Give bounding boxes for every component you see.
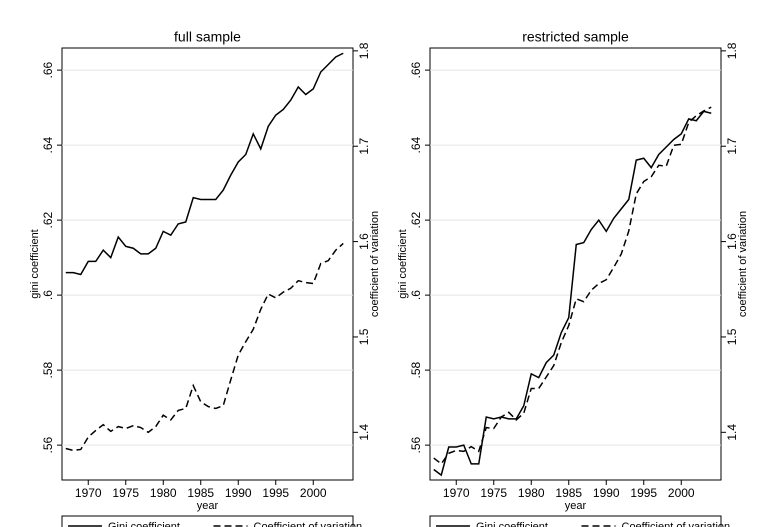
y-tick-label: .6 <box>41 290 55 300</box>
x-tick-label: 1970 <box>75 486 102 500</box>
y-tick-label: .6 <box>409 290 423 300</box>
x-tick-label: 1990 <box>225 486 252 500</box>
series-line <box>65 242 344 452</box>
y-tick-label: .58 <box>41 361 55 378</box>
y-tick-label: .62 <box>41 211 55 228</box>
x-axis-label: year <box>197 500 219 512</box>
legend-box <box>429 515 722 527</box>
x-axis-label: year <box>565 500 587 512</box>
y2-tick-label: 1.8 <box>725 42 739 59</box>
y-tick-label: .66 <box>409 61 423 78</box>
x-tick-label: 1975 <box>480 486 507 500</box>
y2-tick-label: 1.4 <box>725 424 739 441</box>
y2-tick-label: 1.4 <box>357 424 371 441</box>
plot-frame <box>429 47 722 481</box>
legend-label: Gini coefficient <box>108 521 180 527</box>
y-tick-label: .56 <box>409 436 423 453</box>
legend-label: Gini coefficient <box>476 521 548 527</box>
y2-axis-label: coefficient of variation <box>369 211 381 317</box>
y2-tick-label: 1.7 <box>357 138 371 155</box>
y2-tick-label: 1.7 <box>725 138 739 155</box>
y2-tick-label: 1.5 <box>725 328 739 345</box>
chart-title: full sample <box>174 29 241 45</box>
chart-title: restricted sample <box>522 29 629 45</box>
x-tick-label: 1985 <box>555 486 582 500</box>
x-tick-label: 1995 <box>262 486 289 500</box>
y-axis-label: gini coefficient <box>29 229 41 299</box>
series-line <box>65 52 344 276</box>
legend-box <box>61 515 354 527</box>
y2-tick-label: 1.5 <box>357 328 371 345</box>
x-tick-label: 1995 <box>630 486 657 500</box>
x-tick-label: 1980 <box>518 486 545 500</box>
y2-tick-label: 1.6 <box>725 233 739 250</box>
legend-label: Coefficient of variation <box>254 521 363 527</box>
legend-label: Coefficient of variation <box>622 521 731 527</box>
y-tick-label: .62 <box>409 211 423 228</box>
y2-tick-label: 1.6 <box>357 233 371 250</box>
y-tick-label: .58 <box>409 361 423 378</box>
x-tick-label: 1985 <box>187 486 214 500</box>
y-tick-label: .64 <box>409 136 423 153</box>
y2-tick-label: 1.8 <box>357 42 371 59</box>
series-line <box>433 110 712 477</box>
x-tick-label: 1975 <box>112 486 139 500</box>
y2-axis-label: coefficient of variation <box>737 211 749 317</box>
x-tick-label: 1990 <box>593 486 620 500</box>
y-tick-label: .56 <box>41 436 55 453</box>
x-tick-label: 2000 <box>668 486 695 500</box>
x-tick-label: 1980 <box>150 486 177 500</box>
series-line <box>433 106 712 465</box>
plot-frame <box>61 47 354 481</box>
y-tick-label: .66 <box>41 61 55 78</box>
y-tick-label: .64 <box>41 136 55 153</box>
x-tick-label: 1970 <box>443 486 470 500</box>
x-tick-label: 2000 <box>300 486 327 500</box>
y-axis-label: gini coefficient <box>397 229 409 299</box>
